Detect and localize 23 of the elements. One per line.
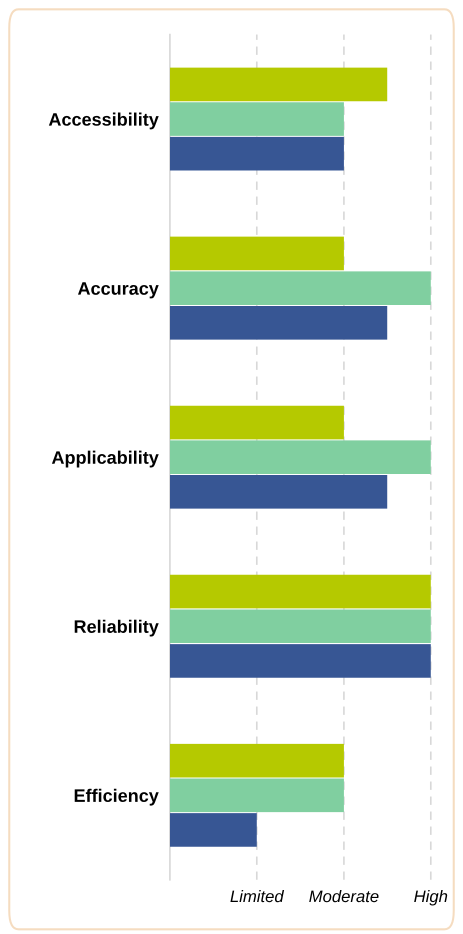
bar	[170, 406, 344, 440]
y-tick-label: Applicability	[52, 450, 159, 468]
bar	[170, 440, 431, 474]
bar	[170, 68, 388, 102]
ref-line-label: Moderate	[309, 890, 379, 902]
bar	[170, 271, 431, 305]
bar	[170, 236, 344, 270]
bar	[170, 102, 344, 136]
bar	[170, 609, 431, 644]
bar	[170, 644, 431, 678]
y-tick-label: Accessibility	[48, 112, 159, 130]
ref-line-label: Limited	[230, 890, 284, 902]
bar	[170, 475, 388, 509]
y-tick-label: Reliability	[74, 620, 159, 637]
y-tick-label: Efficiency	[74, 788, 159, 806]
bar	[170, 813, 257, 847]
bar	[170, 574, 431, 608]
y-tick-label: Accuracy	[78, 282, 159, 298]
bar	[170, 306, 388, 340]
bar	[170, 744, 344, 778]
bar	[170, 778, 344, 812]
bar	[170, 136, 344, 171]
ref-line-label: High	[414, 890, 448, 906]
